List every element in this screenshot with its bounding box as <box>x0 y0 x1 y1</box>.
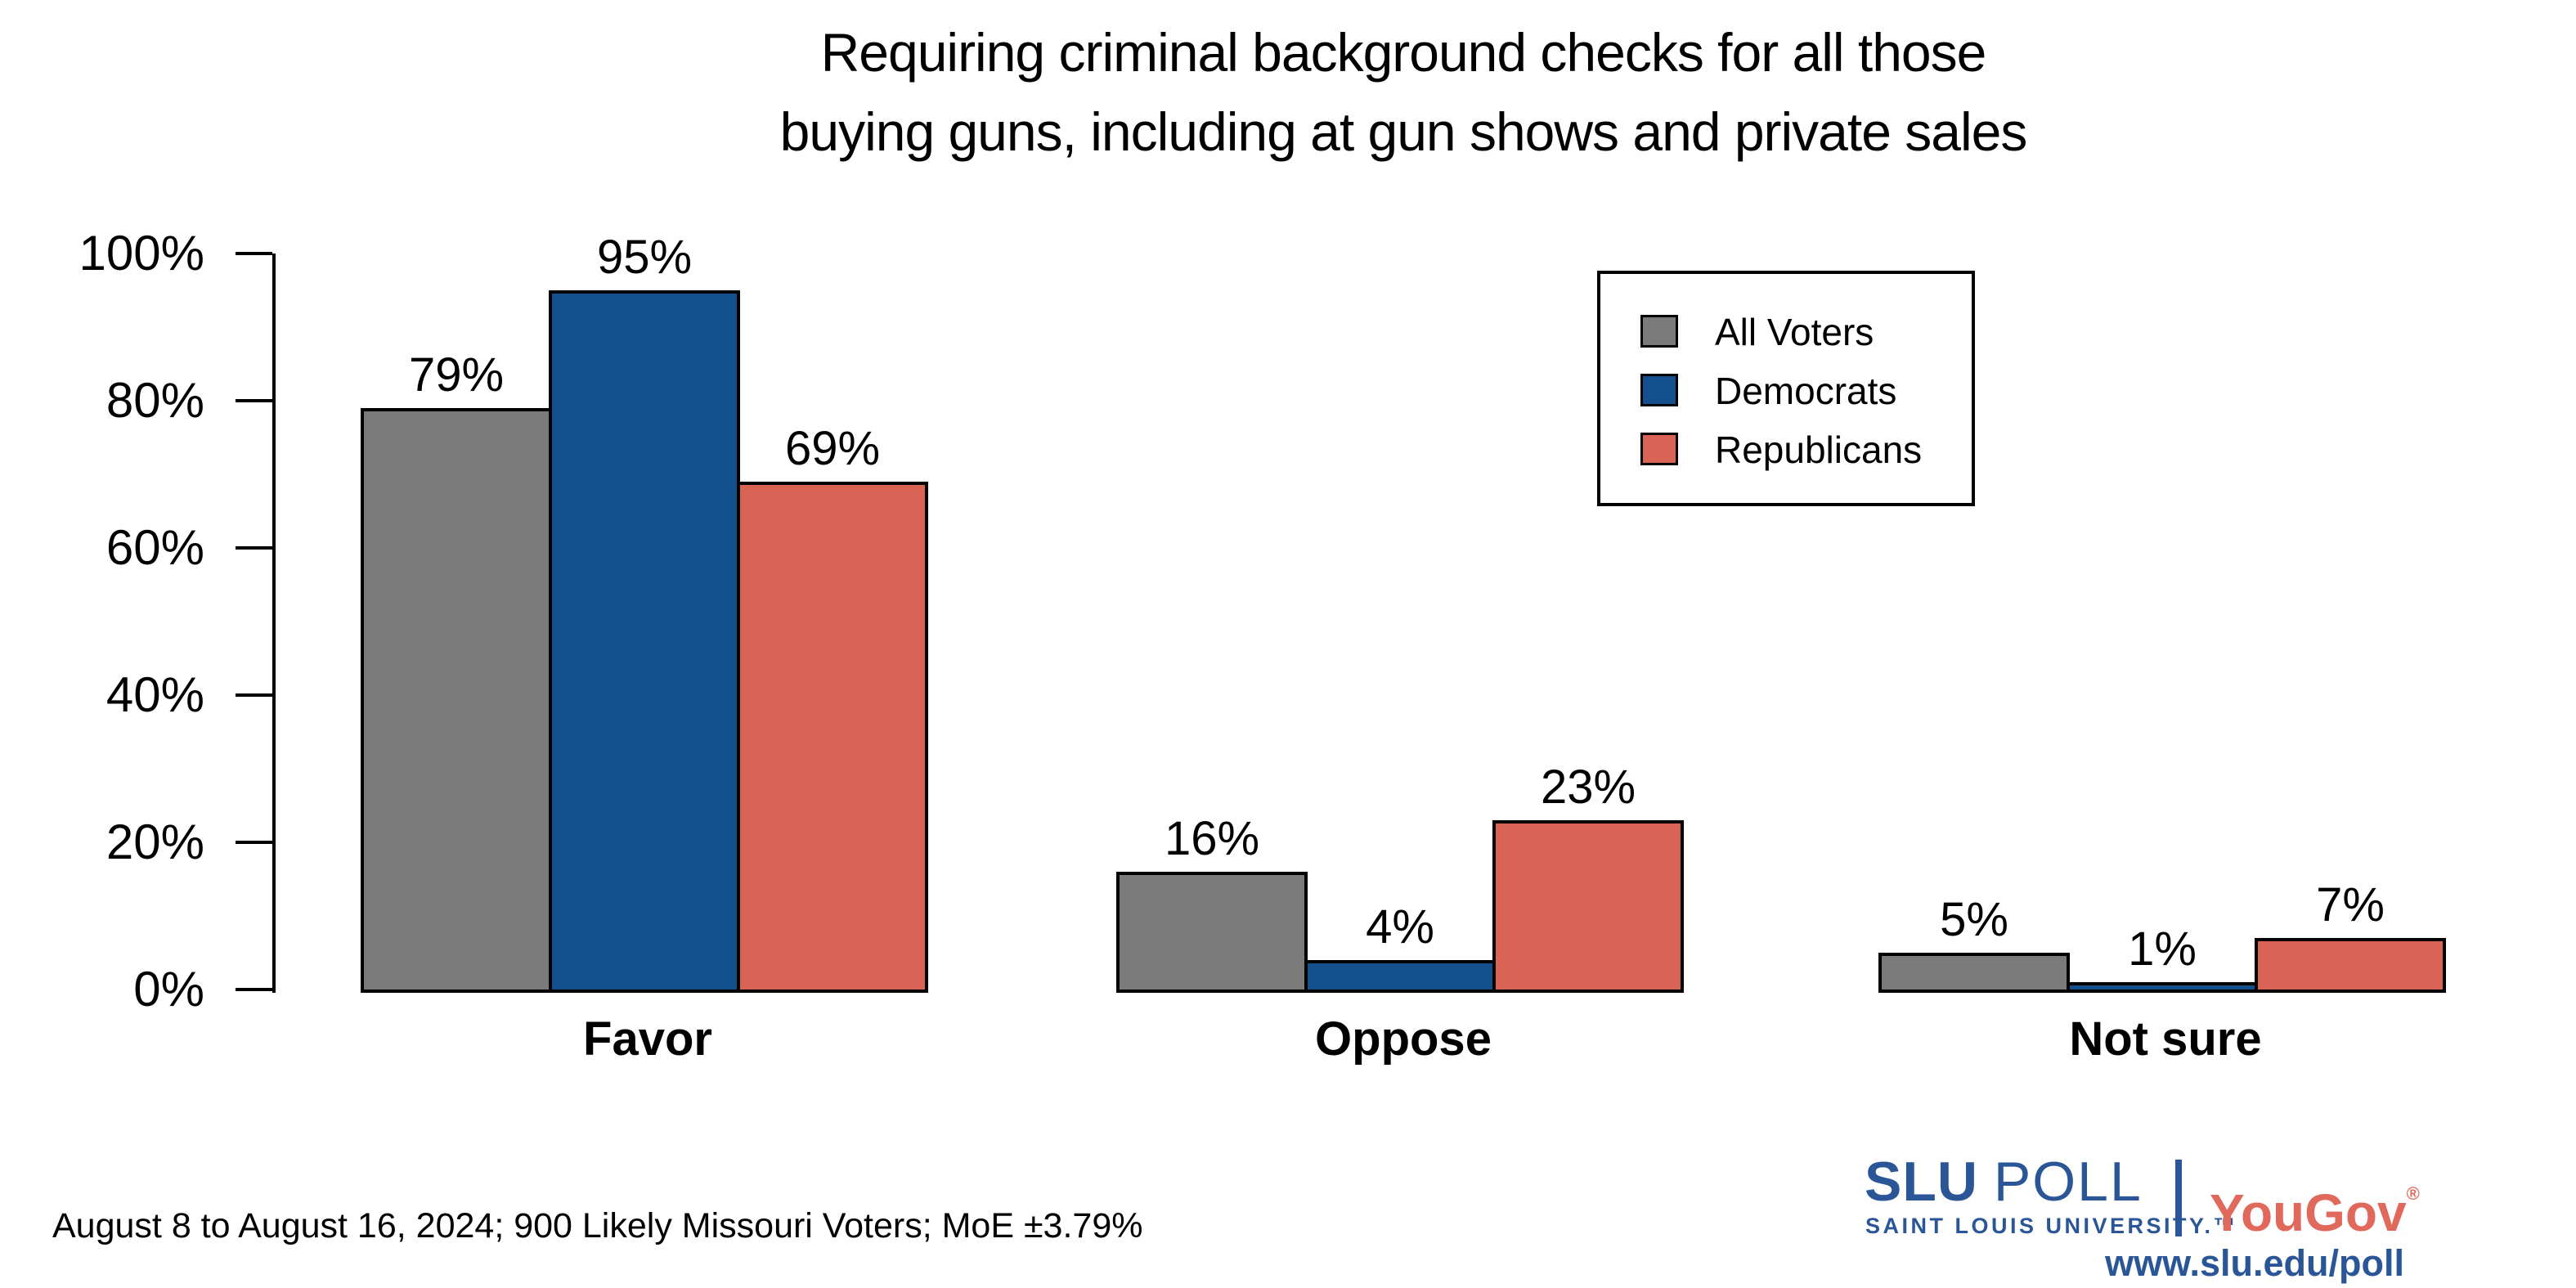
category-label-not-sure: Not sure <box>2069 1012 2262 1066</box>
bar-value-label: 1% <box>2128 922 2197 976</box>
y-tick-label: 100% <box>79 226 204 280</box>
bar-republicans <box>737 482 928 993</box>
bar-value-label: 16% <box>1164 812 1260 865</box>
y-tick <box>236 399 272 402</box>
legend-item: All Voters <box>1600 311 1972 353</box>
category-label-favor: Favor <box>583 1012 712 1066</box>
poll-logo-text: POLL <box>1993 1151 2143 1213</box>
y-tick-label: 80% <box>105 373 204 428</box>
bar-value-label: 23% <box>1540 761 1636 814</box>
bar-republicans <box>1492 820 1684 993</box>
y-tick <box>236 693 272 697</box>
legend-label: Democrats <box>1715 370 1897 412</box>
legend-swatch-democrats <box>1640 374 1678 406</box>
chart-title-line2: buying guns, including at gun shows and … <box>779 101 2028 162</box>
legend-item: Republicans <box>1600 429 1972 470</box>
yougov-logo-text: YouGov <box>2210 1183 2407 1242</box>
legend-label: Republicans <box>1715 429 1923 471</box>
bar-all-voters <box>1116 872 1308 993</box>
legend-box: All Voters Democrats Republicans <box>1597 271 1975 506</box>
y-tick <box>236 546 272 550</box>
bar-democrats <box>1304 960 1496 993</box>
bar-value-label: 79% <box>408 348 505 402</box>
bar-value-label: 95% <box>596 231 693 284</box>
chart-title: Requiring criminal background checks for… <box>283 13 2524 172</box>
legend-swatch-all-voters <box>1640 315 1678 348</box>
y-tick-label: 0% <box>133 962 204 1016</box>
y-tick-label: 60% <box>105 520 204 575</box>
bar-value-label: 5% <box>1940 893 2008 946</box>
source-note: August 8 to August 16, 2024; 900 Likely … <box>52 1206 1143 1245</box>
y-tick <box>236 841 272 844</box>
legend-swatch-republicans <box>1640 433 1678 465</box>
bar-all-voters <box>1878 953 2070 993</box>
y-tick <box>236 988 272 991</box>
y-tick-label: 40% <box>105 667 204 722</box>
bar-value-label: 7% <box>2316 878 2385 931</box>
y-axis-line <box>272 254 276 993</box>
slu-poll-logo: SLU POLL <box>1865 1153 2143 1210</box>
bar-democrats <box>549 290 740 993</box>
bar-democrats <box>2067 982 2258 993</box>
logo-divider-bar <box>2175 1160 2182 1236</box>
y-tick <box>236 252 272 255</box>
bar-republicans <box>2255 938 2446 993</box>
yougov-logo: YouGov® <box>2210 1166 2420 1241</box>
legend-item: Democrats <box>1600 370 1972 411</box>
bar-value-label: 4% <box>1366 900 1434 954</box>
registered-trademark-icon: ® <box>2406 1183 2420 1204</box>
slu-university-text: SAINT LOUIS UNIVERSITY.™ <box>1865 1214 2239 1238</box>
legend-label: All Voters <box>1715 311 1874 353</box>
slu-poll-url: www.slu.edu/poll <box>2105 1242 2404 1284</box>
bar-all-voters <box>361 408 552 993</box>
y-tick-label: 20% <box>105 815 204 869</box>
category-label-oppose: Oppose <box>1315 1012 1492 1066</box>
bar-value-label: 69% <box>784 422 881 475</box>
chart-title-line1: Requiring criminal background checks for… <box>820 22 1987 83</box>
slu-logo-text: SLU <box>1865 1151 1978 1213</box>
